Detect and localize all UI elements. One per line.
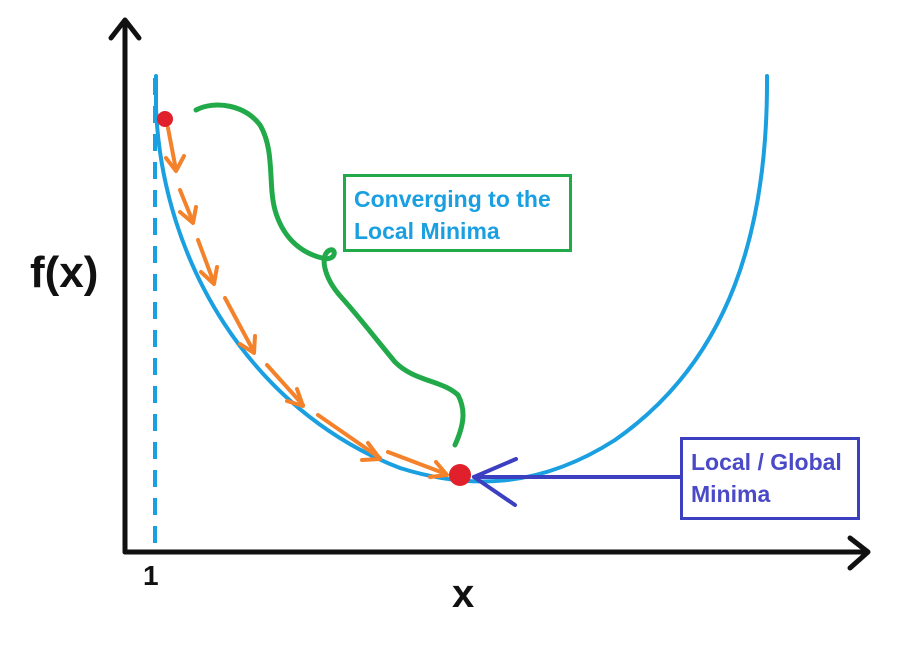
y-axis-arrowhead-icon [108,17,142,41]
descent-step [196,238,219,286]
descent-step [386,450,449,479]
minimum-callout-line2: Minima [691,481,771,507]
descent-step [223,296,257,355]
minimum-callout: Local / Global Minima [680,437,860,520]
descent-steps [164,126,449,479]
y-axis-label: f(x) [30,248,99,297]
converging-callout: Converging to the Local Minima [343,174,572,252]
pointer-arrow-icon [472,457,682,507]
converging-callout-line2: Local Minima [354,218,500,244]
descent-step [316,413,382,462]
minimum-point [449,464,471,486]
x-axis-arrowhead-icon [847,535,871,571]
descent-step [265,363,305,408]
x-tick-label: 1 [143,560,159,591]
descent-step [164,126,186,173]
descent-step [178,188,198,225]
function-curve [154,74,770,484]
minimum-callout-line1: Local / Global [691,449,842,475]
converging-connector-line [193,102,466,448]
x-axis-label: x [452,572,475,616]
converging-callout-line1: Converging to the [354,186,551,212]
start-point [157,111,173,127]
